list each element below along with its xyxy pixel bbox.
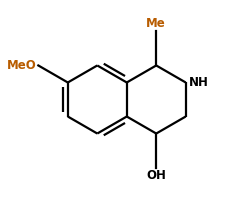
Text: OH: OH	[146, 169, 166, 182]
Text: Me: Me	[146, 17, 166, 30]
Text: MeO: MeO	[7, 59, 37, 72]
Text: NH: NH	[189, 76, 209, 89]
